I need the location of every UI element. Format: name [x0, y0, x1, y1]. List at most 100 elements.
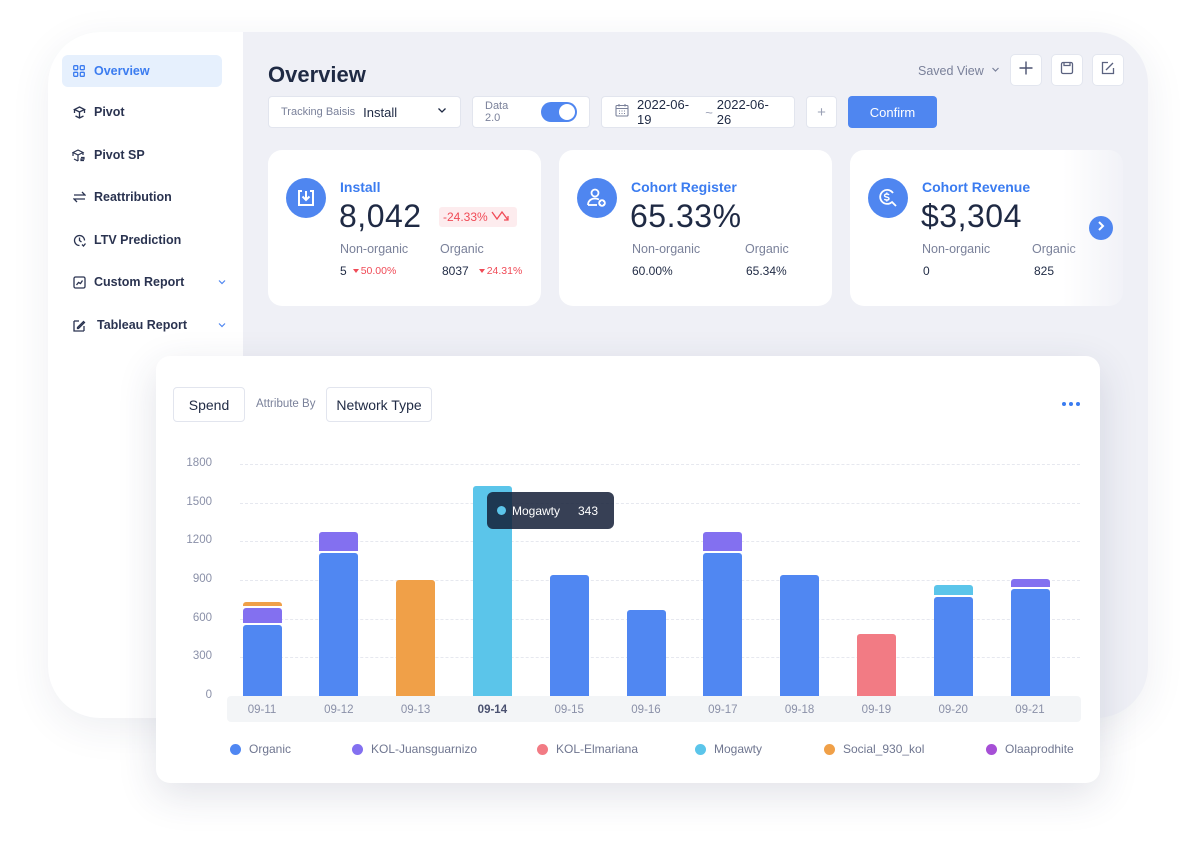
saved-view-dropdown[interactable]: Saved View	[918, 64, 1001, 78]
legend-item[interactable]: Organic	[230, 742, 291, 756]
bar-09-20[interactable]	[933, 585, 973, 696]
chevron-down-icon	[436, 103, 448, 121]
tooltip-series-dot	[497, 506, 506, 515]
data-version-label: Data 2.0	[485, 100, 509, 124]
organic-value-row: 8037 24.31%	[442, 264, 522, 278]
data-version-toggle[interactable]	[540, 102, 577, 122]
tracking-basis-label: Tracking Baisis	[281, 106, 356, 118]
legend-label: KOL-Elmariana	[556, 742, 639, 756]
metric-select[interactable]: Spend	[173, 387, 245, 422]
tracking-basis-select[interactable]: Tracking Baisis Install	[268, 96, 461, 128]
edit-view-button[interactable]	[1092, 54, 1124, 86]
legend-item[interactable]: Social_930_kol	[824, 742, 924, 756]
bar-segment-social-930-kol[interactable]	[242, 601, 282, 607]
confirm-button[interactable]: Confirm	[848, 96, 937, 128]
bar-segment-kol-juansguarnizo[interactable]	[703, 532, 743, 551]
sidebar-item-custom-report[interactable]: Custom Report	[62, 266, 226, 298]
bar-segment-organic[interactable]	[626, 610, 666, 696]
clock-icon	[72, 233, 86, 247]
chevron-down-icon[interactable]	[216, 319, 228, 331]
y-axis-tick: 600	[192, 611, 212, 624]
bar-segment-social-930-kol[interactable]	[396, 580, 436, 696]
date-start: 2022-06-19	[637, 97, 690, 127]
cube-icon	[72, 105, 86, 119]
legend-label: KOL-Juansguarnizo	[371, 742, 478, 756]
y-axis-tick: 1800	[186, 457, 212, 469]
bar-09-19[interactable]	[856, 634, 896, 696]
chart-tooltip: Mogawty 343	[487, 492, 614, 529]
next-kpi-button[interactable]	[1089, 216, 1113, 240]
chevron-down-icon[interactable]	[216, 276, 228, 288]
date-range-picker[interactable]: 2022-06-19 ~ 2022-06-26	[601, 96, 795, 128]
date-end: 2022-06-26	[716, 97, 769, 127]
legend-item[interactable]: KOL-Juansguarnizo	[352, 742, 477, 756]
organic-label: Organic	[1032, 242, 1076, 256]
kpi-change-badge: -24.33%	[439, 207, 517, 227]
bar-segment-organic[interactable]	[549, 574, 589, 696]
kpi-title: Cohort Register	[631, 179, 737, 195]
attribute-select[interactable]: Network Type	[326, 387, 432, 422]
bar-segment-organic[interactable]	[242, 625, 282, 696]
tracking-basis-value: Install	[363, 104, 398, 120]
add-filter-button[interactable]: +	[806, 96, 837, 128]
x-axis-tick: 09-17	[708, 704, 738, 716]
sidebar-item-overview[interactable]: Overview	[62, 55, 222, 87]
sidebar-item-ltv-prediction[interactable]: LTV Prediction	[62, 224, 222, 256]
grid-line	[240, 502, 1080, 504]
bar-segment-kol-juansguarnizo[interactable]	[319, 532, 359, 551]
bar-09-21[interactable]	[1010, 578, 1050, 696]
bar-segment-organic[interactable]	[703, 552, 743, 696]
add-view-button[interactable]	[1010, 54, 1042, 86]
add-icon	[1018, 60, 1034, 81]
y-axis-tick: 0	[205, 689, 212, 701]
bar-09-18[interactable]	[780, 574, 820, 696]
bar-09-17[interactable]	[703, 532, 743, 696]
kpi-title: Install	[340, 179, 381, 195]
sidebar-item-pivot-sp[interactable]: Pivot SP	[62, 139, 222, 171]
grid-line	[240, 464, 1080, 465]
organic-label: Organic	[745, 242, 789, 256]
organic-change: 24.31%	[478, 265, 522, 277]
bar-09-15[interactable]	[549, 574, 589, 696]
triangle-down-icon	[352, 269, 359, 273]
more-options-icon[interactable]	[1062, 402, 1080, 406]
grid-icon	[72, 64, 86, 78]
legend-item[interactable]: KOL-Elmariana	[537, 742, 638, 756]
legend-item[interactable]: Olaaprodhite	[986, 742, 1074, 756]
arrows-swap-icon	[72, 190, 86, 204]
grid-line	[240, 541, 1080, 543]
bar-segment-kol-juansguarnizo[interactable]	[1010, 578, 1050, 588]
x-axis-tick: 09-12	[324, 704, 354, 716]
sidebar-item-label: Custom Report	[94, 275, 185, 289]
legend-item[interactable]: Mogawty	[695, 742, 762, 756]
legend-dot-icon	[695, 743, 706, 755]
bar-segment-mogawty[interactable]	[933, 585, 973, 595]
kpi-value: 65.33%	[630, 198, 742, 234]
bar-09-13[interactable]	[396, 580, 436, 696]
sidebar-item-tableau-report[interactable]: Tableau Report	[62, 309, 226, 341]
saved-view-label: Saved View	[918, 64, 984, 78]
y-axis-tick: 300	[192, 650, 212, 663]
chevron-down-icon	[990, 64, 1001, 78]
bar-segment-organic[interactable]	[780, 574, 820, 696]
sidebar-item-reattribution[interactable]: Reattribution	[62, 181, 222, 213]
bar-09-11[interactable]	[242, 601, 282, 696]
bar-09-12[interactable]	[319, 532, 359, 696]
bar-segment-organic[interactable]	[1010, 589, 1050, 696]
bar-segment-kol-juansguarnizo[interactable]	[242, 608, 282, 624]
x-axis-tick: 09-18	[784, 704, 815, 716]
bar-segment-organic[interactable]	[319, 552, 359, 696]
save-view-button[interactable]	[1051, 54, 1083, 86]
bar-segment-organic[interactable]	[933, 596, 973, 696]
legend-dot-icon	[352, 743, 363, 755]
legend-dot-icon	[986, 743, 997, 755]
sidebar-item-label: Overview	[94, 64, 150, 78]
x-axis-tick: 09-16	[631, 704, 661, 716]
non-organic-change: 50.00%	[352, 265, 396, 277]
sidebar-item-pivot[interactable]: Pivot	[62, 96, 222, 128]
organic-value: 65.34%	[746, 264, 787, 278]
page-title: Overview	[268, 62, 366, 87]
bar-09-16[interactable]	[626, 610, 666, 696]
bar-segment-kol-elmariana[interactable]	[856, 634, 896, 696]
x-axis-tick: 09-19	[861, 704, 892, 716]
